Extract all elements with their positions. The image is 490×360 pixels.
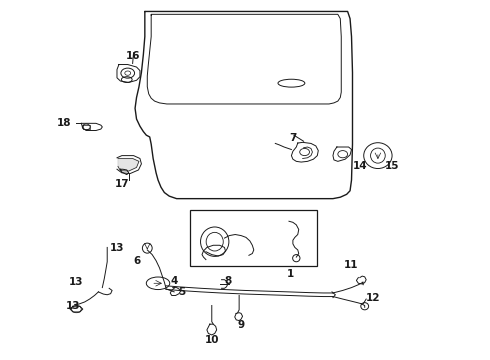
Text: 12: 12 <box>366 293 380 303</box>
Text: 13: 13 <box>110 243 124 253</box>
Text: 4: 4 <box>171 276 178 286</box>
Text: 10: 10 <box>204 334 219 345</box>
Text: 5: 5 <box>178 287 185 297</box>
Text: 3: 3 <box>299 217 306 227</box>
Text: 14: 14 <box>352 161 367 171</box>
Ellipse shape <box>143 243 152 253</box>
Text: 2: 2 <box>208 217 216 227</box>
Text: 1: 1 <box>286 269 294 279</box>
Text: 7: 7 <box>289 133 296 143</box>
Text: 17: 17 <box>115 179 129 189</box>
Text: 16: 16 <box>125 51 140 61</box>
Text: 18: 18 <box>57 118 72 128</box>
Text: 6: 6 <box>133 256 140 266</box>
Text: 9: 9 <box>238 320 245 330</box>
Ellipse shape <box>147 277 170 289</box>
Text: 11: 11 <box>344 260 359 270</box>
Ellipse shape <box>361 303 368 310</box>
Text: 13: 13 <box>66 301 80 311</box>
Text: 15: 15 <box>384 161 399 171</box>
Text: 8: 8 <box>224 276 231 286</box>
FancyBboxPatch shape <box>190 211 318 266</box>
Text: 13: 13 <box>69 277 84 287</box>
Polygon shape <box>118 158 139 171</box>
